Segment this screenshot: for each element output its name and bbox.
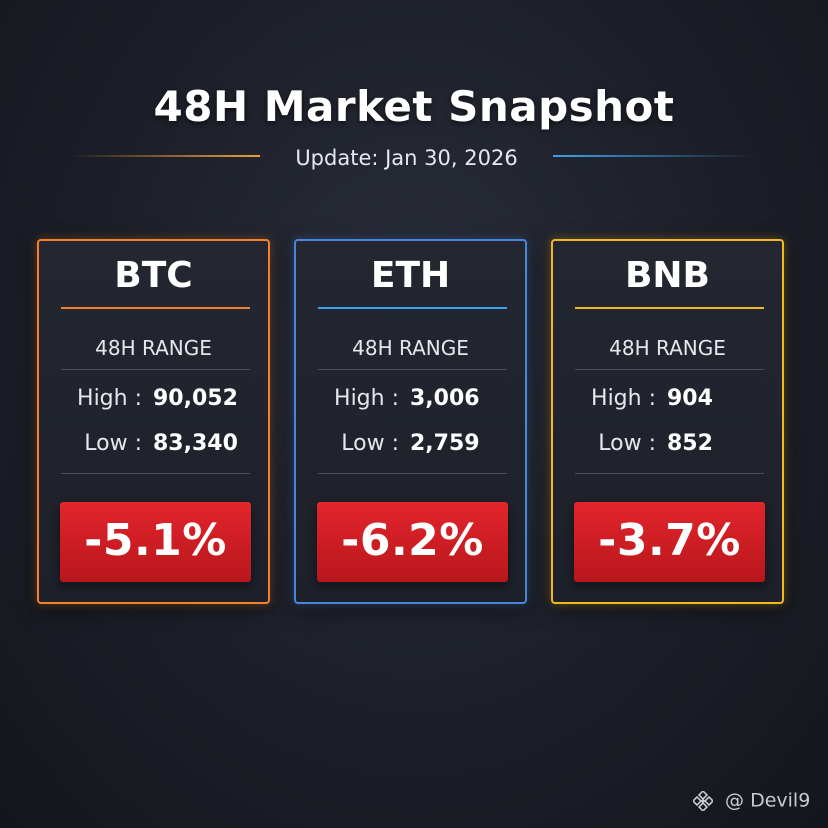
card-btc: BTC 48H RANGE High : 90,052 Low : 83,340…: [37, 239, 270, 604]
coin-name: BNB: [624, 255, 710, 296]
decorative-line-left: [70, 155, 260, 157]
high-value: 3,006: [410, 386, 480, 411]
change-badge: -5.1%: [60, 502, 251, 582]
high-label: High :: [591, 386, 656, 411]
divider: [575, 369, 764, 370]
low-row: Low : 83,340: [39, 431, 268, 461]
coin-underline: [575, 307, 764, 309]
divider: [575, 473, 764, 474]
high-value: 90,052: [153, 386, 238, 411]
update-date: Update: Jan 30, 2026: [295, 146, 518, 170]
low-label: Low :: [598, 431, 656, 456]
high-label: High :: [77, 386, 142, 411]
change-percent: -6.2%: [341, 515, 484, 566]
change-percent: -5.1%: [84, 515, 227, 566]
coin-underline: [318, 307, 507, 309]
low-row: Low : 852: [553, 431, 782, 461]
coin-name: ETH: [370, 255, 451, 296]
low-value: 2,759: [410, 431, 480, 456]
high-row: High : 3,006: [296, 386, 525, 416]
coin-name: BTC: [114, 255, 193, 296]
range-label: 48H RANGE: [352, 336, 469, 360]
coin-underline: [61, 307, 250, 309]
low-label: Low :: [84, 431, 142, 456]
range-label: 48H RANGE: [95, 336, 212, 360]
low-row: Low : 2,759: [296, 431, 525, 461]
range-label: 48H RANGE: [609, 336, 726, 360]
watermark-text: @ Devil9: [725, 789, 811, 812]
high-row: High : 90,052: [39, 386, 268, 416]
low-value: 852: [667, 431, 713, 456]
page-title: 48H Market Snapshot: [153, 82, 675, 131]
high-row: High : 904: [553, 386, 782, 416]
divider: [318, 369, 507, 370]
watermark: @ Devil9: [693, 789, 810, 813]
change-badge: -6.2%: [317, 502, 508, 582]
card-bnb: BNB 48H RANGE High : 904 Low : 852 -3.7%: [551, 239, 784, 604]
change-percent: -3.7%: [598, 515, 741, 566]
divider: [61, 369, 250, 370]
divider: [61, 473, 250, 474]
low-label: Low :: [341, 431, 399, 456]
change-badge: -3.7%: [574, 502, 765, 582]
subtitle-row: Update: Jan 30, 2026: [0, 146, 828, 176]
binance-logo-icon: [693, 790, 713, 811]
low-value: 83,340: [153, 431, 238, 456]
card-eth: ETH 48H RANGE High : 3,006 Low : 2,759 -…: [294, 239, 527, 604]
high-value: 904: [667, 386, 713, 411]
divider: [318, 473, 507, 474]
high-label: High :: [334, 386, 399, 411]
decorative-line-right: [553, 155, 753, 157]
